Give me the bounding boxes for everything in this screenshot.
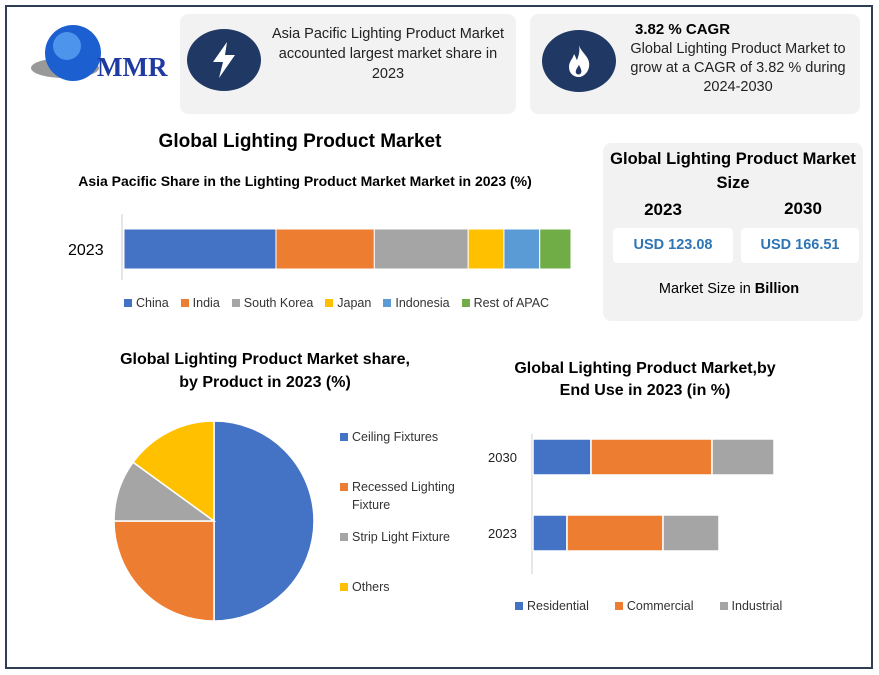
- legend-item: Industrial: [719, 599, 783, 613]
- bar-segment-commercial-2030: [590, 438, 713, 476]
- main-title: Global Lighting Product Market: [158, 131, 442, 152]
- legend-item: Strip Light Fixture: [340, 528, 490, 546]
- pie-slice-recessed-lighting-fixture: [113, 520, 215, 622]
- year-2030: 2030: [784, 199, 822, 218]
- category-label: 2023: [488, 526, 517, 541]
- chart1-legend: China India South Korea Japan Indonesia Rest …: [124, 296, 549, 310]
- chart1-title: Asia Pacific Share in the Lighting Produ…: [78, 173, 532, 189]
- legend-label: Others: [352, 580, 390, 594]
- legend-label: Indonesia: [395, 296, 450, 310]
- info-card-cagr: 3.82 % CAGR Global Lighting Product Mark…: [530, 14, 860, 114]
- legend-item: China: [124, 296, 169, 310]
- legend-label: Industrial: [731, 599, 783, 613]
- bar-segment-indonesia: [503, 228, 541, 270]
- value-2023: USD 123.08: [613, 228, 733, 263]
- bar-segment-industrial-2023: [662, 514, 720, 552]
- legend-label: Ceiling Fixtures: [352, 430, 439, 444]
- pie-slice-ceiling-fixtures: [213, 420, 315, 622]
- legend-item: Rest of APAC: [461, 296, 550, 310]
- lightning-icon: [187, 29, 261, 91]
- bar-segment-south-korea: [373, 228, 469, 270]
- bar-segment-rest-of-apac: [539, 228, 572, 270]
- pie-slice-others: [132, 420, 215, 523]
- legend-item: Others: [340, 578, 490, 596]
- chart1-category-label: 2023: [68, 242, 104, 259]
- bar-segment-japan: [467, 228, 505, 270]
- value-2030: USD 166.51: [741, 228, 859, 263]
- category-label: 2030: [488, 450, 517, 465]
- chart3-plot: 2030 2023: [488, 434, 775, 574]
- chart2-title: Global Lighting Product Market share, by…: [120, 351, 410, 391]
- legend-item: Ceiling Fixtures: [340, 428, 490, 446]
- legend-swatch: [614, 602, 623, 610]
- bar-segment-industrial-2030: [711, 438, 775, 476]
- cagr-text: Global Lighting Product Market to grow a…: [630, 41, 846, 95]
- bar-segment-china: [123, 228, 277, 270]
- legend-label: South Korea: [243, 296, 314, 310]
- legend-item: Indonesia: [383, 296, 450, 310]
- bar-segment-residential-2030: [532, 438, 592, 476]
- legend-label: Commercial: [626, 599, 694, 613]
- legend-item: Commercial: [614, 599, 694, 613]
- legend-item: South Korea: [231, 296, 314, 310]
- chart3-title: Global Lighting Product Market,by End Us…: [514, 360, 776, 399]
- legend-swatch: [340, 583, 348, 591]
- chart2-pie: [113, 420, 315, 622]
- flame-icon: [542, 30, 616, 92]
- chart3-legend: Residential Commercial Industrial: [515, 599, 782, 613]
- chart1-plot: 2023: [68, 214, 572, 280]
- legend-label: India: [192, 296, 220, 310]
- legend-swatch: [325, 299, 334, 307]
- legend-swatch: [383, 299, 392, 307]
- legend-label: Rest of APAC: [473, 296, 550, 310]
- market-size-unit: Market Size in Billion: [603, 281, 855, 297]
- legend-swatch: [461, 299, 470, 307]
- infographic-frame: [5, 5, 873, 669]
- bar-segment-residential-2023: [532, 514, 568, 552]
- legend-swatch: [340, 533, 348, 541]
- year-2023: 2023: [644, 200, 682, 219]
- cagr-title: 3.82 % CAGR: [635, 21, 731, 38]
- info-card-text: Asia Pacific Lighting Product Market acc…: [271, 26, 505, 82]
- info-card-asia-pacific: Asia Pacific Lighting Product Market acc…: [180, 14, 516, 114]
- legend-swatch: [124, 299, 132, 307]
- market-size-unit-value: Billion: [754, 281, 800, 297]
- legend-item: India: [180, 296, 220, 310]
- legend-swatch: [340, 433, 348, 441]
- legend-swatch: [180, 299, 189, 307]
- legend-label: Japan: [337, 296, 372, 310]
- mmr-logo: MMR: [25, 18, 185, 98]
- bar-segment-india: [275, 228, 375, 270]
- market-size-unit-prefix: Market Size in: [658, 281, 755, 297]
- legend-item: Japan: [325, 296, 371, 310]
- market-size-card: Global Lighting Product Market Size 2023…: [603, 143, 863, 321]
- legend-label: China: [136, 296, 169, 310]
- legend-swatch: [719, 602, 728, 610]
- legend-item: Recessed Lighting Fixture: [340, 478, 490, 514]
- legend-label: Recessed Lighting Fixture: [352, 480, 455, 512]
- market-size-title: Global Lighting Product Market Size: [610, 150, 856, 192]
- svg-text:MMR: MMR: [97, 52, 168, 82]
- bar-segment-commercial-2023: [566, 514, 664, 552]
- legend-label: Strip Light Fixture: [352, 530, 450, 544]
- legend-swatch: [515, 602, 523, 610]
- legend-swatch: [231, 299, 240, 307]
- legend-item: Residential: [515, 599, 589, 613]
- legend-label: Residential: [527, 599, 589, 613]
- legend-swatch: [340, 483, 348, 491]
